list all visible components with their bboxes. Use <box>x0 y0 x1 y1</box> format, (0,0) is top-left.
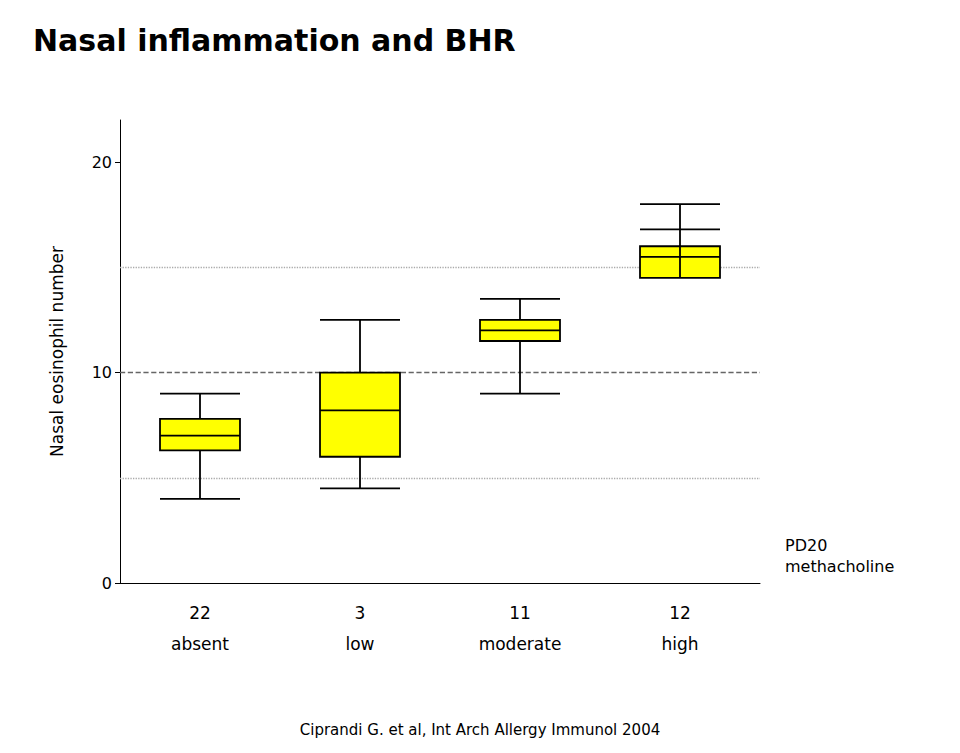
svg-text:12: 12 <box>669 603 691 623</box>
svg-text:3: 3 <box>355 603 366 623</box>
svg-text:Nasal eosinophil number: Nasal eosinophil number <box>47 246 67 457</box>
svg-text:low: low <box>345 634 374 654</box>
svg-text:methacholine: methacholine <box>785 557 894 576</box>
svg-text:0: 0 <box>102 574 112 593</box>
svg-text:20: 20 <box>92 153 112 172</box>
svg-text:22: 22 <box>189 603 211 623</box>
svg-text:Ciprandi G. et al, Int Arch Al: Ciprandi G. et al, Int Arch Allergy Immu… <box>300 721 660 739</box>
svg-text:11: 11 <box>509 603 531 623</box>
svg-text:high: high <box>661 634 698 654</box>
svg-text:PD20: PD20 <box>785 536 827 555</box>
svg-text:absent: absent <box>171 634 229 654</box>
svg-text:moderate: moderate <box>479 634 562 654</box>
svg-text:Nasal inflammation and BHR: Nasal inflammation and BHR <box>33 23 516 58</box>
svg-text:10: 10 <box>92 363 112 382</box>
